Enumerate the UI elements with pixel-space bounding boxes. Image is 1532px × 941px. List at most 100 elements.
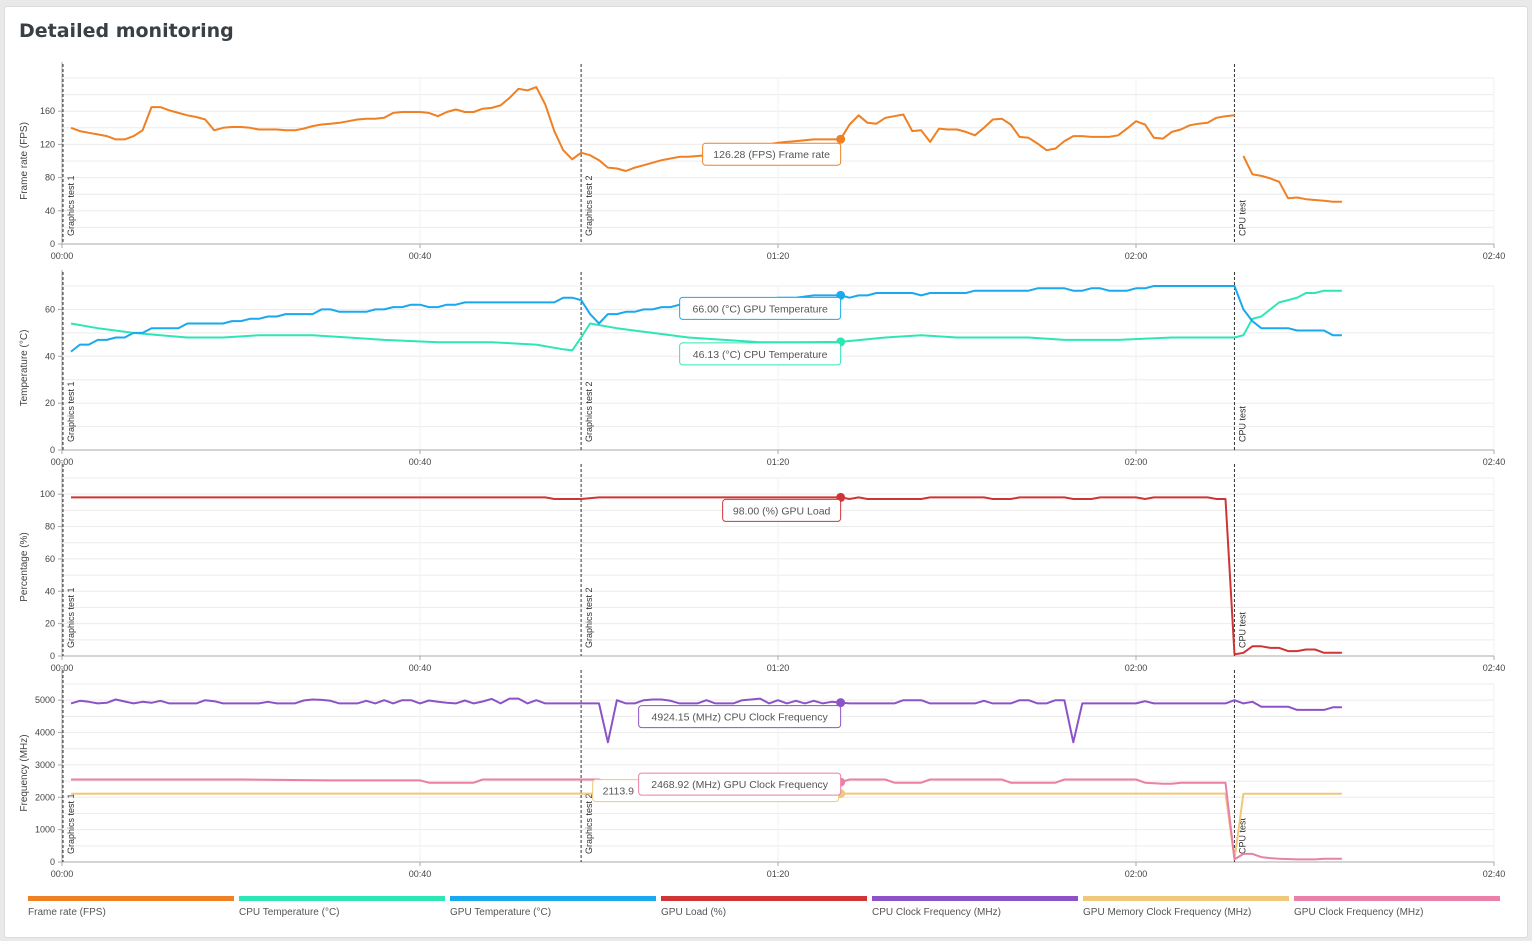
y-axis-label: Percentage (%) bbox=[19, 532, 30, 601]
series-line bbox=[1242, 155, 1342, 203]
tooltip-box bbox=[702, 142, 842, 166]
y-axis-label: Frame rate (FPS) bbox=[19, 122, 30, 200]
tooltip-box bbox=[638, 772, 842, 796]
tooltip-box bbox=[679, 342, 842, 366]
legend-swatch bbox=[1294, 896, 1500, 901]
y-tick-label: 60 bbox=[45, 554, 55, 564]
x-tick-label: 02:00 bbox=[1125, 663, 1148, 673]
test-marker-label: CPU test bbox=[1237, 405, 1247, 442]
tooltip-text: 46.13 (°C) CPU Temperature bbox=[693, 349, 828, 361]
y-tick-label: 20 bbox=[45, 398, 55, 408]
legend-item-cpu-temperature[interactable]: CPU Temperature (°C) bbox=[239, 896, 445, 918]
tooltip-point[interactable] bbox=[836, 698, 846, 708]
test-marker-label: Graphics test 2 bbox=[584, 793, 594, 854]
legend-item-gpu-clock[interactable]: GPU Clock Frequency (MHz) bbox=[1294, 896, 1500, 918]
legend-swatch bbox=[1083, 896, 1289, 901]
y-tick-label: 0 bbox=[50, 445, 55, 455]
y-tick-label: 3000 bbox=[35, 760, 55, 770]
series-line bbox=[71, 778, 1342, 861]
y-tick-label: 40 bbox=[45, 586, 55, 596]
test-marker-label: Graphics test 1 bbox=[66, 381, 76, 442]
tooltip-text: 4924.15 (MHz) CPU Clock Frequency bbox=[652, 712, 829, 724]
test-marker-label: Graphics test 1 bbox=[66, 793, 76, 854]
y-tick-label: 40 bbox=[45, 351, 55, 361]
y-tick-label: 40 bbox=[45, 206, 55, 216]
x-tick-label: 02:40 bbox=[1483, 663, 1506, 673]
y-axis-label: Temperature (°C) bbox=[19, 330, 30, 407]
series-line bbox=[70, 86, 1235, 172]
test-marker-label: CPU test bbox=[1237, 611, 1247, 648]
tooltip-text: 2113.9 bbox=[603, 786, 634, 798]
chart-1: 0 40 80 120 160 00:00 00:40 01:20 02:00 02:40 Fram… bbox=[19, 62, 1505, 261]
x-tick-label: 02:00 bbox=[1125, 457, 1148, 467]
y-tick-label: 4000 bbox=[35, 728, 55, 738]
legend-item-frame-rate[interactable]: Frame rate (FPS) bbox=[28, 896, 234, 918]
legend-label: GPU Clock Frequency (MHz) bbox=[1294, 907, 1424, 918]
y-tick-label: 0 bbox=[50, 651, 55, 661]
test-marker-label: Graphics test 2 bbox=[584, 381, 594, 442]
x-tick-label: 01:20 bbox=[767, 251, 790, 261]
test-marker-label: Graphics test 1 bbox=[66, 587, 76, 648]
legend-label: CPU Clock Frequency (MHz) bbox=[872, 907, 1001, 918]
legend-swatch bbox=[872, 896, 1078, 901]
x-tick-label: 00:40 bbox=[409, 251, 432, 261]
legend-swatch bbox=[661, 896, 867, 901]
series-line bbox=[70, 285, 1342, 353]
x-tick-label: 01:20 bbox=[767, 457, 790, 467]
tooltip-text: 126.28 (FPS) Frame rate bbox=[713, 149, 830, 161]
tooltip-box bbox=[722, 498, 842, 522]
y-tick-label: 160 bbox=[40, 106, 55, 116]
legend-item-gpu-memory-clock[interactable]: GPU Memory Clock Frequency (MHz) bbox=[1083, 896, 1289, 918]
y-tick-label: 120 bbox=[40, 139, 55, 149]
test-marker-label: Graphics test 2 bbox=[584, 175, 594, 236]
page-title: Detailed monitoring bbox=[19, 20, 234, 42]
x-tick-label: 02:40 bbox=[1483, 251, 1506, 261]
series-line bbox=[70, 697, 1342, 744]
y-tick-label: 80 bbox=[45, 522, 55, 532]
x-tick-label: 00:00 bbox=[51, 251, 74, 261]
tooltip-box bbox=[679, 296, 842, 320]
x-tick-label: 00:40 bbox=[409, 869, 432, 879]
y-tick-label: 60 bbox=[45, 304, 55, 314]
tooltip-text: 2468.92 (MHz) GPU Clock Frequency bbox=[651, 779, 829, 791]
chart-legend: Frame rate (FPS) CPU Temperature (°C) GP… bbox=[28, 896, 1504, 926]
tooltip-point[interactable] bbox=[836, 134, 846, 144]
x-tick-label: 01:20 bbox=[767, 869, 790, 879]
y-tick-label: 5000 bbox=[35, 695, 55, 705]
legend-swatch bbox=[450, 896, 656, 901]
x-tick-label: 02:00 bbox=[1125, 869, 1148, 879]
y-tick-label: 20 bbox=[45, 619, 55, 629]
legend-label: GPU Load (%) bbox=[661, 907, 727, 918]
legend-swatch bbox=[28, 896, 234, 901]
test-marker-label: CPU test bbox=[1237, 199, 1247, 236]
legend-label: CPU Temperature (°C) bbox=[239, 907, 340, 918]
y-tick-label: 100 bbox=[40, 489, 55, 499]
legend-item-gpu-load[interactable]: GPU Load (%) bbox=[661, 896, 867, 918]
legend-swatch bbox=[239, 896, 445, 901]
x-tick-label: 02:40 bbox=[1483, 457, 1506, 467]
test-marker-label: CPU test bbox=[1237, 817, 1247, 854]
legend-item-gpu-temperature[interactable]: GPU Temperature (°C) bbox=[450, 896, 656, 918]
series-line bbox=[70, 792, 1342, 861]
series-line bbox=[71, 496, 1342, 656]
series-line bbox=[70, 289, 1342, 352]
y-axis-label: Frequency (MHz) bbox=[19, 734, 30, 811]
x-tick-label: 02:40 bbox=[1483, 869, 1506, 879]
chart-4: 0 1000 2000 3000 4000 5000 00:00 00:40 01:20 02:0… bbox=[19, 668, 1505, 879]
test-marker-label: Graphics test 1 bbox=[66, 175, 76, 236]
y-tick-label: 0 bbox=[50, 239, 55, 249]
legend-label: GPU Memory Clock Frequency (MHz) bbox=[1083, 907, 1252, 918]
test-marker-label: Graphics test 2 bbox=[584, 587, 594, 648]
x-tick-label: 00:40 bbox=[409, 457, 432, 467]
x-tick-label: 01:20 bbox=[767, 663, 790, 673]
legend-item-cpu-clock[interactable]: CPU Clock Frequency (MHz) bbox=[872, 896, 1078, 918]
y-tick-label: 2000 bbox=[35, 792, 55, 802]
legend-label: Frame rate (FPS) bbox=[28, 907, 106, 918]
x-tick-label: 02:00 bbox=[1125, 251, 1148, 261]
y-tick-label: 80 bbox=[45, 173, 55, 183]
tooltip-text: 98.00 (%) GPU Load bbox=[733, 505, 831, 517]
tooltip-text: 66.00 (°C) GPU Temperature bbox=[692, 303, 827, 315]
